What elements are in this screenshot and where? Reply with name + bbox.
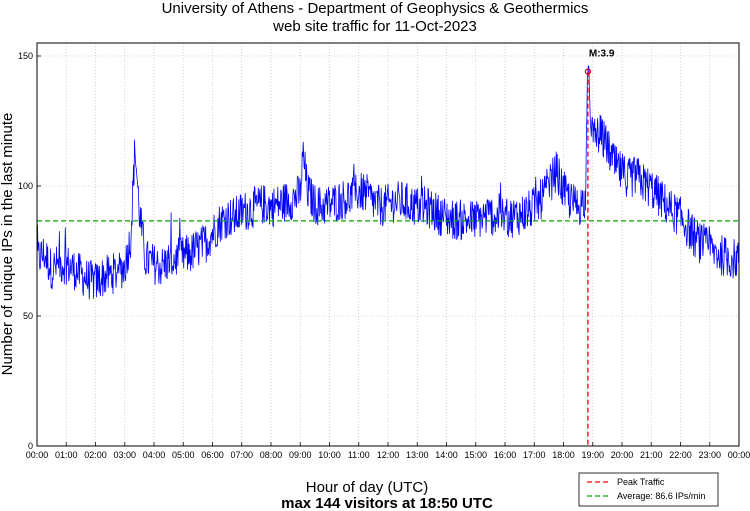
- x-tick-label: 00:00: [26, 450, 49, 460]
- legend-peak-label: Peak Traffic: [617, 477, 665, 487]
- x-tick-label: 06:00: [201, 450, 224, 460]
- x-tick-label: 19:00: [581, 450, 604, 460]
- x-tick-label: 22:00: [669, 450, 692, 460]
- x-tick-label: 01:00: [55, 450, 78, 460]
- legend: Peak Traffic Average: 86.6 IPs/min: [578, 472, 719, 507]
- x-tick-label: 03:00: [113, 450, 136, 460]
- x-tick-label: 10:00: [318, 450, 341, 460]
- plot-frame: [36, 42, 740, 447]
- x-tick-label: 07:00: [230, 450, 253, 460]
- x-axis-label: Hour of day (UTC): [306, 479, 429, 496]
- peak-marker: [584, 68, 591, 75]
- x-tick-label: 12:00: [377, 450, 400, 460]
- x-tick-label: 18:00: [552, 450, 575, 460]
- x-tick-labels: 00:00 01:00 02:00 03:00 04:00 05:00 06:00 07:00…: [26, 450, 750, 460]
- x-tick-label: 14:00: [435, 450, 458, 460]
- x-tick-label: 21:00: [640, 450, 663, 460]
- traffic-series-line: [36, 65, 740, 300]
- x-tick-label: 00:00: [728, 450, 750, 460]
- chart-subtitle: web site traffic for 11-Oct-2023: [272, 18, 477, 35]
- x-tick-label: 11:00: [348, 450, 370, 460]
- y-tick-labels: 0 50 100 150: [18, 51, 33, 451]
- x-tick-label: 09:00: [289, 450, 312, 460]
- x-tick-label: 13:00: [406, 450, 429, 460]
- y-tick-label: 50: [23, 311, 33, 321]
- y-axis-label: Number of unique IPs in the last minute: [0, 113, 16, 376]
- grid-lines: [36, 43, 740, 447]
- y-tick-label: 0: [28, 441, 33, 451]
- x-tick-label: 02:00: [84, 450, 107, 460]
- x-tick-label: 08:00: [260, 450, 283, 460]
- y-tick-label: 150: [18, 51, 33, 61]
- chart-title: University of Athens - Department of Geo…: [162, 0, 589, 17]
- x-tick-label: 17:00: [523, 450, 546, 460]
- x-tick-label: 20:00: [611, 450, 634, 460]
- peak-annotation: M:3.9: [589, 49, 615, 60]
- max-visitors-summary: max 144 visitors at 18:50 UTC: [281, 495, 493, 511]
- legend-box: [578, 472, 719, 507]
- x-tick-label: 23:00: [698, 450, 721, 460]
- y-tick-label: 100: [18, 181, 33, 191]
- x-tick-label: 05:00: [172, 450, 195, 460]
- x-tick-label: 15:00: [464, 450, 487, 460]
- x-tick-label: 04:00: [143, 450, 166, 460]
- x-tick-label: 16:00: [494, 450, 517, 460]
- legend-average-label: Average: 86.6 IPs/min: [617, 491, 705, 501]
